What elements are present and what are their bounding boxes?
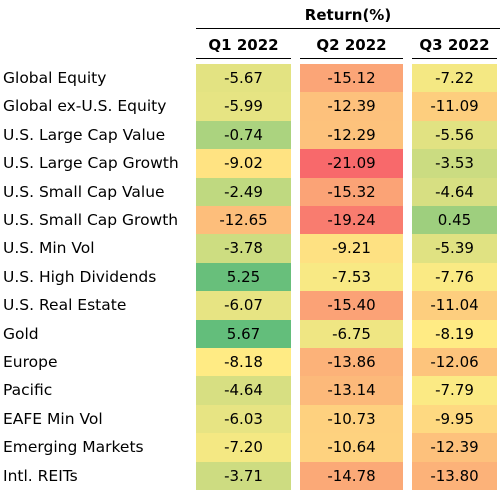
table-title: Return(%) <box>304 6 392 24</box>
value-cell: -10.64 <box>300 433 403 463</box>
value-cell: -14.78 <box>300 461 403 491</box>
row-label: U.S. Large Cap Growth <box>3 154 179 173</box>
row-label: Europe <box>3 353 58 371</box>
value-cell: -13.14 <box>300 376 403 406</box>
row-label: U.S. Small Cap Growth <box>3 211 179 229</box>
value-cell: -4.64 <box>196 376 291 406</box>
value-cell: -15.32 <box>300 177 403 207</box>
row-label: U.S. Small Cap Value <box>3 182 165 201</box>
value-cell: -8.19 <box>412 319 497 349</box>
value-cell: -7.76 <box>412 262 497 292</box>
row-label: Global Equity <box>3 69 107 87</box>
value-cell: -3.71 <box>196 461 291 491</box>
row-label: Intl. REITs <box>3 466 78 485</box>
row-label: Pacific <box>3 381 53 400</box>
column-header-3: Q3 2022 <box>412 36 497 59</box>
value-cell: -9.95 <box>412 404 497 434</box>
value-cell: -5.39 <box>412 234 497 264</box>
value-cell: -6.75 <box>300 319 403 349</box>
value-cell: -8.18 <box>196 348 291 377</box>
value-cell: -12.39 <box>300 92 403 122</box>
value-cell: 5.67 <box>196 319 291 349</box>
row-label: U.S. Large Cap Value <box>3 125 166 144</box>
value-cell: -2.49 <box>196 177 291 207</box>
value-cell: -3.53 <box>412 149 497 179</box>
value-cell: -13.80 <box>412 461 497 491</box>
title-underline <box>196 28 500 29</box>
value-cell: -15.40 <box>300 291 403 321</box>
value-cell: 5.25 <box>196 262 291 292</box>
value-cell: -11.04 <box>412 291 497 321</box>
value-cell: -3.78 <box>196 234 291 264</box>
value-cell: -7.20 <box>196 433 291 463</box>
value-cell: -7.53 <box>300 262 403 292</box>
row-label: Gold <box>3 324 39 343</box>
value-cell: -12.65 <box>196 206 291 235</box>
value-cell: -10.73 <box>300 404 403 434</box>
value-cell: -9.21 <box>300 234 403 264</box>
value-cell: -12.29 <box>300 120 403 150</box>
row-label: U.S. Min Vol <box>3 239 95 258</box>
column-header-1: Q1 2022 <box>196 36 291 59</box>
row-label: U.S. Real Estate <box>3 296 127 315</box>
row-label: Global ex-U.S. Equity <box>3 97 167 116</box>
value-cell: -5.56 <box>412 120 497 150</box>
value-cell: -5.99 <box>196 92 291 122</box>
row-label: Emerging Markets <box>3 438 144 457</box>
value-cell: -12.39 <box>412 433 497 463</box>
value-cell: -12.06 <box>412 348 497 377</box>
row-label: EAFE Min Vol <box>3 409 103 428</box>
value-cell: -9.02 <box>196 149 291 179</box>
row-label: U.S. High Dividends <box>3 267 157 286</box>
value-cell: -7.22 <box>412 64 497 93</box>
value-cell: -6.07 <box>196 291 291 321</box>
column-header-2: Q2 2022 <box>300 36 403 59</box>
value-cell: -6.03 <box>196 404 291 434</box>
value-cell: -7.79 <box>412 376 497 406</box>
value-cell: -15.12 <box>300 64 403 93</box>
value-cell: -4.64 <box>412 177 497 207</box>
value-cell: 0.45 <box>412 206 497 235</box>
value-cell: -13.86 <box>300 348 403 377</box>
value-cell: -19.24 <box>300 206 403 235</box>
value-cell: -5.67 <box>196 64 291 93</box>
value-cell: -11.09 <box>412 92 497 122</box>
value-cell: -21.09 <box>300 149 403 179</box>
value-cell: -0.74 <box>196 120 291 150</box>
